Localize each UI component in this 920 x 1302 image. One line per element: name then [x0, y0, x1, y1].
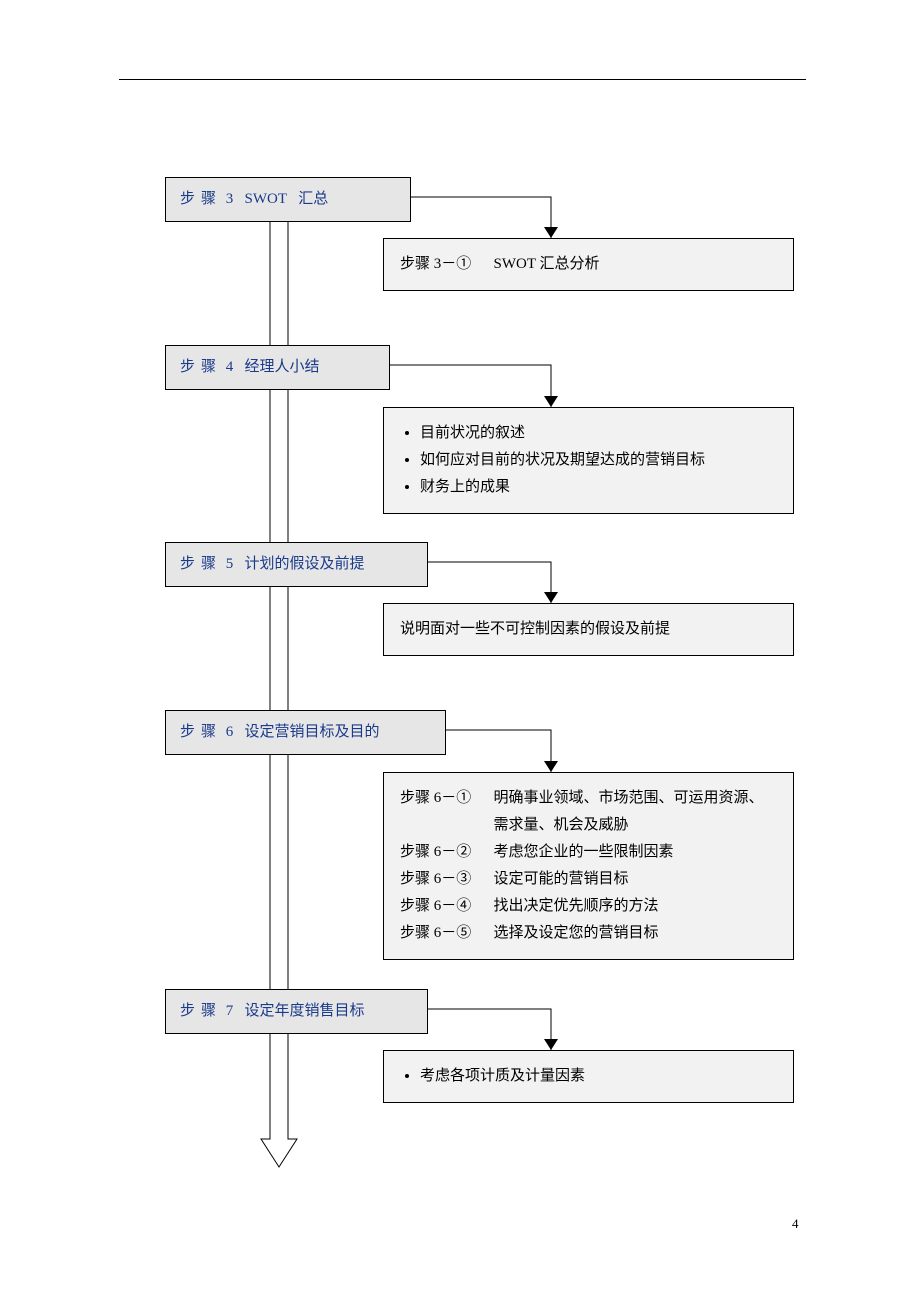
detail7-item-0: 考虑各项计质及计量因素 [420, 1063, 777, 1090]
detail7-list: 考虑各项计质及计量因素 [400, 1063, 777, 1090]
detail6-row-2-text: 设定可能的营销目标 [494, 871, 629, 887]
detail5-box: 说明面对一些不可控制因素的假设及前提 [383, 603, 794, 656]
step4-label: 经理人小结 [245, 359, 320, 375]
detail4-item-1: 如何应对目前的状况及期望达成的营销目标 [420, 447, 777, 474]
detail6-row-3-text: 找出决定优先顺序的方法 [494, 898, 659, 914]
detail6-row-0-cont: 需求量、机会及威胁 [400, 812, 777, 839]
step7-box: 步骤 7 设定年度销售目标 [165, 989, 428, 1034]
step5-box: 步骤 5 计划的假设及前提 [165, 542, 428, 587]
detail6-row-1: 步骤 6－② 考虑您企业的一些限制因素 [400, 839, 777, 866]
step7-number: 7 [226, 1003, 234, 1019]
page: 步骤 3 SWOT 汇总步骤 4 经理人小结步骤 5 计划的假设及前提步骤 6 … [0, 0, 920, 1302]
detail4-list: 目前状况的叙述如何应对目前的状况及期望达成的营销目标财务上的成果 [400, 420, 777, 501]
detail6-box: 步骤 6－① 明确事业领域、市场范围、可运用资源、 需求量、机会及威胁步骤 6－… [383, 772, 794, 960]
connector-arrowhead-4 [544, 761, 558, 772]
step6-number: 6 [226, 724, 234, 740]
detail6-row-2: 步骤 6－③ 设定可能的营销目标 [400, 866, 777, 893]
connector-arrowhead-2 [544, 396, 558, 407]
step6-box: 步骤 6 设定营销目标及目的 [165, 710, 446, 755]
detail6-row-4-text: 选择及设定您的营销目标 [494, 925, 659, 941]
detail6-row-4: 步骤 6－⑤ 选择及设定您的营销目标 [400, 920, 777, 947]
step6-label: 设定营销目标及目的 [245, 724, 380, 740]
step7-prefix: 步骤 [180, 1003, 222, 1019]
detail6-row-0-cont-text: 需求量、机会及威胁 [494, 817, 629, 833]
detail6-row-3-label: 步骤 6－④ [400, 893, 486, 920]
detail3-row-0-text: SWOT 汇总分析 [494, 256, 600, 272]
top-rule [119, 79, 806, 80]
detail6-row-0-text: 明确事业领域、市场范围、可运用资源、 [494, 790, 764, 806]
step5-label: 计划的假设及前提 [245, 556, 365, 572]
step3-label-1: 汇总 [298, 191, 328, 207]
step4-box: 步骤 4 经理人小结 [165, 345, 390, 390]
detail6-row-0: 步骤 6－① 明确事业领域、市场范围、可运用资源、 [400, 785, 777, 812]
page-number: 4 [792, 1216, 799, 1232]
step3-box: 步骤 3 SWOT 汇总 [165, 177, 411, 222]
connector-line-5 [428, 1009, 551, 1050]
detail7-box: 考虑各项计质及计量因素 [383, 1050, 794, 1103]
connector-line-3 [428, 562, 551, 603]
step4-prefix: 步骤 [180, 359, 222, 375]
detail6-row-1-label: 步骤 6－② [400, 839, 486, 866]
detail5-text: 说明面对一些不可控制因素的假设及前提 [400, 616, 777, 643]
detail3-row-0: 步骤 3－① SWOT 汇总分析 [400, 251, 777, 278]
detail4-box: 目前状况的叙述如何应对目前的状况及期望达成的营销目标财务上的成果 [383, 407, 794, 514]
detail4-item-0: 目前状况的叙述 [420, 420, 777, 447]
step4-number: 4 [226, 359, 234, 375]
step7-label: 设定年度销售目标 [245, 1003, 365, 1019]
step6-prefix: 步骤 [180, 724, 222, 740]
connector-line-2 [390, 365, 551, 407]
connector-arrowhead-1 [544, 227, 558, 238]
detail4-item-2: 财务上的成果 [420, 474, 777, 501]
connector-line-1 [411, 197, 551, 238]
detail6-row-3: 步骤 6－④ 找出决定优先顺序的方法 [400, 893, 777, 920]
detail6-row-4-label: 步骤 6－⑤ [400, 920, 486, 947]
detail6-row-1-text: 考虑您企业的一些限制因素 [494, 844, 674, 860]
detail6-row-2-label: 步骤 6－③ [400, 866, 486, 893]
detail3-row-0-label: 步骤 3－① [400, 251, 486, 278]
step3-prefix: 步骤 [180, 191, 222, 207]
step5-prefix: 步骤 [180, 556, 222, 572]
step3-label-0: SWOT [245, 191, 288, 207]
connector-line-4 [446, 730, 551, 772]
step3-number: 3 [226, 191, 234, 207]
connector-arrowhead-5 [544, 1039, 558, 1050]
detail6-row-0-label: 步骤 6－① [400, 785, 486, 812]
detail3-box: 步骤 3－① SWOT 汇总分析 [383, 238, 794, 291]
connector-arrowhead-3 [544, 592, 558, 603]
step5-number: 5 [226, 556, 234, 572]
